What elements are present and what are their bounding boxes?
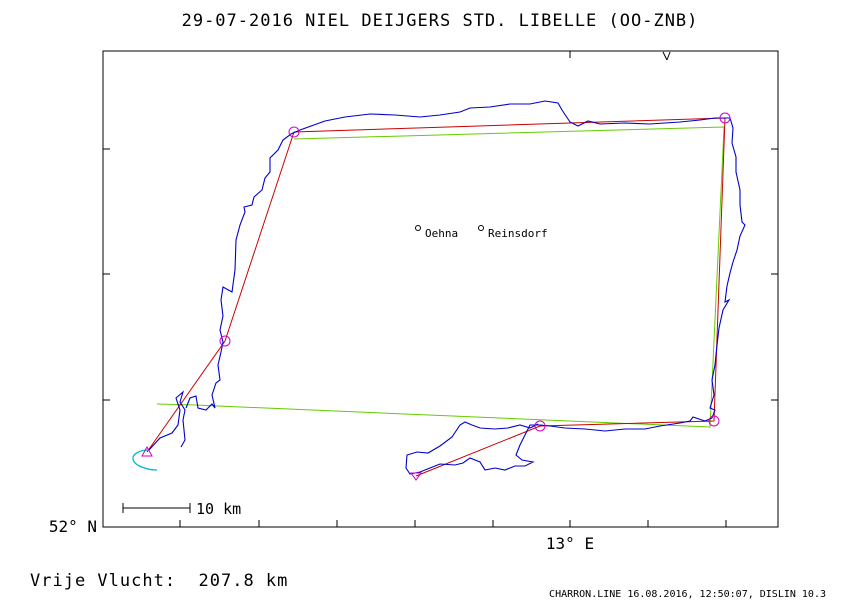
longitude-label: 13° E — [546, 534, 594, 553]
place-oehna: Oehna — [415, 225, 458, 240]
scale-bar-label: 10 km — [196, 500, 241, 518]
tow-track — [132, 449, 158, 471]
turnpoint-marker — [534, 420, 546, 432]
free-flight-distance: Vrije Vlucht: 207.8 km — [30, 571, 288, 591]
triangle-line — [156, 126, 725, 428]
task-line — [146, 117, 726, 477]
turnpoint-marker — [288, 126, 300, 138]
latitude-label: 52° N — [49, 517, 97, 536]
plot-frame — [102, 50, 779, 528]
software-credit: CHARRON.LINE 16.08.2016, 12:50:07, DISLI… — [549, 589, 826, 600]
scale-bar — [122, 503, 191, 513]
place-marker-icon — [478, 225, 484, 231]
turnpoint-marker — [219, 335, 231, 347]
place-reinsdorf: Reinsdorf — [478, 225, 548, 240]
axis-ticks — [103, 51, 778, 527]
start-marker — [141, 445, 153, 457]
place-label: Reinsdorf — [488, 227, 548, 240]
turnpoint-markers — [141, 112, 731, 481]
place-marker-icon — [415, 225, 421, 231]
finish-marker — [410, 472, 422, 481]
place-label: Oehna — [425, 227, 458, 240]
chart-title: 29-07-2016 NIEL DEIJGERS STD. LIBELLE (O… — [182, 11, 699, 31]
turnpoint-marker — [708, 415, 720, 427]
flight-track — [148, 100, 746, 475]
turnpoint-marker — [719, 112, 731, 124]
